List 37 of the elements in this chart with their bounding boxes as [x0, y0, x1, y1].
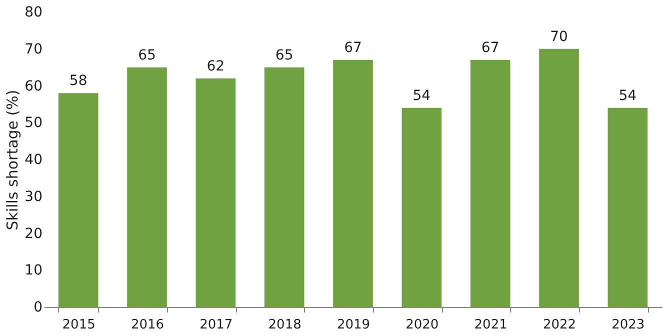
y-tick-label: 30 — [24, 188, 42, 205]
bar — [127, 67, 167, 307]
bar — [333, 60, 373, 307]
x-tick-label: 2016 — [130, 318, 164, 332]
bar — [402, 108, 442, 307]
data-label: 62 — [206, 58, 225, 74]
bar — [470, 60, 510, 307]
bar — [58, 93, 98, 307]
y-tick-label: 10 — [24, 262, 42, 279]
data-label: 70 — [550, 28, 568, 45]
data-label: 65 — [138, 47, 156, 64]
bar — [539, 48, 579, 307]
y-tick-label: 50 — [24, 115, 42, 132]
x-tick-label: 2017 — [200, 318, 233, 332]
data-label: 54 — [412, 88, 431, 104]
data-label: 54 — [618, 88, 637, 104]
data-label: 58 — [69, 73, 88, 90]
x-tick-label: 2015 — [62, 318, 96, 332]
x-tick-label: 2019 — [336, 318, 370, 332]
bar — [264, 67, 304, 307]
bar — [196, 78, 236, 307]
y-tick-label: 20 — [24, 226, 42, 242]
x-tick-label: 2020 — [406, 318, 439, 332]
y-tick-label: 0 — [34, 300, 42, 316]
x-tick-label: 2023 — [612, 318, 645, 332]
data-label: 67 — [481, 40, 500, 56]
y-tick-label: 40 — [24, 152, 42, 168]
y-tick-label: 60 — [24, 78, 42, 94]
x-tick-label: 2021 — [474, 318, 508, 332]
y-tick-label: 70 — [24, 41, 42, 58]
y-axis-title: Skills shortage (%) — [4, 90, 22, 230]
data-label: 65 — [275, 47, 294, 64]
x-tick-label: 2018 — [268, 318, 302, 332]
y-tick-label: 80 — [24, 4, 42, 20]
bar — [608, 108, 648, 307]
data-label: 67 — [344, 40, 362, 56]
x-tick-label: 2022 — [542, 318, 576, 332]
